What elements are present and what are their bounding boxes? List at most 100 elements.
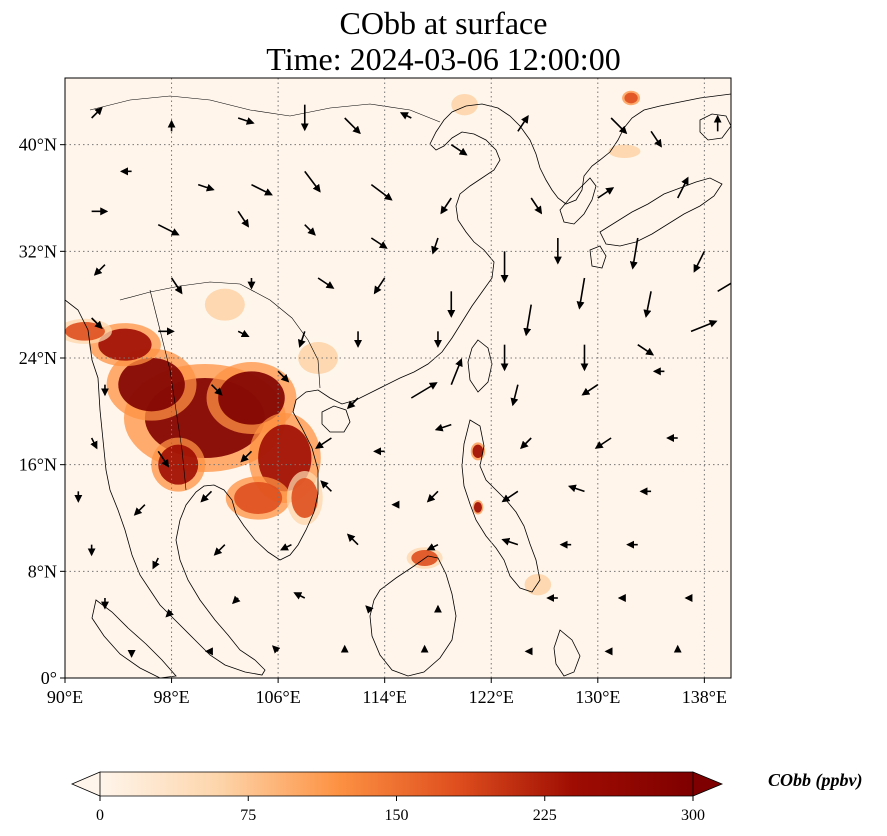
map-time-subtitle: Time: 2024-03-06 12:00:00 bbox=[266, 41, 621, 77]
border-indochina bbox=[149, 289, 187, 491]
wind-arrow bbox=[523, 304, 532, 337]
colorbar-tick-label: 300 bbox=[681, 807, 705, 824]
coastline-mainland-asia bbox=[65, 93, 731, 676]
lon-tick-label: 98°E bbox=[153, 687, 189, 707]
coastline-japan-kyushu bbox=[589, 245, 607, 269]
colorbar-gradient bbox=[100, 772, 693, 796]
coastline-japan-hokkaido bbox=[699, 113, 731, 141]
wind-arrow bbox=[629, 237, 639, 270]
wind-arrow bbox=[93, 264, 106, 276]
wind-arrow bbox=[237, 117, 255, 125]
lat-tick-label: 24°N bbox=[19, 348, 57, 368]
wind-arrow bbox=[426, 490, 439, 503]
lat-tick-label: 8°N bbox=[28, 561, 57, 581]
wind-arrow bbox=[277, 370, 290, 383]
wind-arrow bbox=[501, 537, 519, 546]
plume-core bbox=[234, 482, 283, 514]
lon-tick-label: 114°E bbox=[362, 687, 407, 707]
wind-arrow bbox=[344, 117, 361, 135]
wind-arrow bbox=[315, 437, 332, 449]
wind-arrow bbox=[610, 117, 628, 135]
coastline-sumatra bbox=[91, 599, 177, 678]
coastline-philippines bbox=[461, 419, 541, 593]
latitude-ticks: 0° 8°N 16°N 24°N 32°N 40°N bbox=[19, 135, 65, 688]
wind-arrow bbox=[410, 382, 438, 399]
wind-arrow bbox=[91, 317, 103, 330]
plume-core bbox=[624, 92, 638, 104]
wind-arrow bbox=[197, 183, 215, 192]
wind-arrow bbox=[426, 543, 439, 551]
longitude-ticks: 90°E 98°E 106°E 114°E 122°E 130°E 138°E bbox=[47, 678, 727, 707]
wind-arrow bbox=[717, 282, 731, 293]
wind-arrow bbox=[530, 197, 543, 215]
wind-arrow bbox=[210, 384, 223, 396]
plume-core bbox=[451, 94, 478, 116]
wind-arrow bbox=[293, 592, 306, 600]
wind-arrow bbox=[365, 605, 374, 614]
coastline-korea bbox=[559, 177, 597, 225]
lon-tick-label: 122°E bbox=[469, 687, 514, 707]
coastline-hainan bbox=[321, 405, 351, 433]
coastline-sulawesi bbox=[553, 629, 581, 677]
wind-arrow bbox=[576, 277, 586, 310]
cobb-concentration-field bbox=[65, 90, 647, 600]
wind-arrow bbox=[271, 645, 281, 654]
wind-arrow bbox=[237, 329, 250, 338]
wind-arrow bbox=[597, 187, 615, 199]
wind-arrow bbox=[693, 250, 706, 273]
coastlines bbox=[65, 93, 731, 678]
lon-tick-label: 106°E bbox=[256, 687, 301, 707]
lat-tick-label: 32°N bbox=[19, 241, 57, 261]
wind-arrow bbox=[690, 319, 718, 333]
lat-tick-label: 40°N bbox=[19, 135, 57, 155]
wind-arrow bbox=[643, 291, 652, 318]
wind-arrow bbox=[237, 210, 250, 228]
wind-arrow bbox=[431, 237, 439, 255]
plume-core bbox=[98, 328, 152, 361]
wind-arrow bbox=[297, 331, 306, 348]
colorbar: 0 75 150 225 300 bbox=[70, 771, 724, 824]
lat-tick-label: 16°N bbox=[19, 455, 57, 475]
border-china bbox=[119, 281, 321, 389]
wind-vectors bbox=[74, 104, 731, 658]
wind-arrow bbox=[450, 358, 463, 385]
wind-arrow bbox=[304, 224, 316, 236]
plume-core bbox=[472, 444, 484, 459]
wind-arrow bbox=[213, 544, 226, 556]
wind-arrow bbox=[594, 437, 612, 449]
wind-arrow bbox=[133, 504, 146, 516]
plume-core bbox=[524, 574, 552, 596]
wind-arrow bbox=[637, 344, 655, 356]
coastline-taiwan bbox=[467, 339, 493, 393]
wind-arrow bbox=[304, 170, 321, 193]
lon-tick-label: 138°E bbox=[682, 687, 727, 707]
colorbar-tick-label: 150 bbox=[385, 807, 409, 824]
wind-arrow bbox=[677, 176, 689, 199]
plume-core bbox=[473, 502, 482, 513]
plume-core bbox=[218, 371, 285, 425]
wind-arrow bbox=[157, 223, 180, 236]
colorbar-tick-label: 75 bbox=[240, 807, 256, 824]
wind-arrow bbox=[373, 277, 386, 295]
wind-arrow bbox=[317, 277, 335, 289]
wind-arrow bbox=[450, 144, 468, 156]
wind-arrow bbox=[240, 450, 253, 463]
wind-arrow bbox=[280, 543, 292, 551]
wind-arrow bbox=[346, 397, 359, 410]
plume-core bbox=[118, 358, 185, 412]
wind-arrow bbox=[567, 484, 585, 493]
map-gridlines bbox=[65, 78, 731, 678]
wind-arrow bbox=[510, 384, 519, 407]
wind-arrow bbox=[232, 595, 241, 605]
wind-arrow bbox=[501, 490, 519, 503]
wind-arrow bbox=[320, 480, 332, 492]
lat-tick-label: 0° bbox=[41, 668, 57, 688]
lon-tick-label: 130°E bbox=[575, 687, 620, 707]
colorbar-extend-min bbox=[70, 771, 101, 797]
wind-arrow bbox=[434, 423, 452, 432]
wind-arrow bbox=[650, 130, 662, 148]
map-title: CObb at surface bbox=[339, 5, 548, 41]
wind-arrow bbox=[520, 437, 532, 450]
wind-arrow bbox=[399, 112, 412, 120]
wind-arrow bbox=[200, 490, 213, 503]
